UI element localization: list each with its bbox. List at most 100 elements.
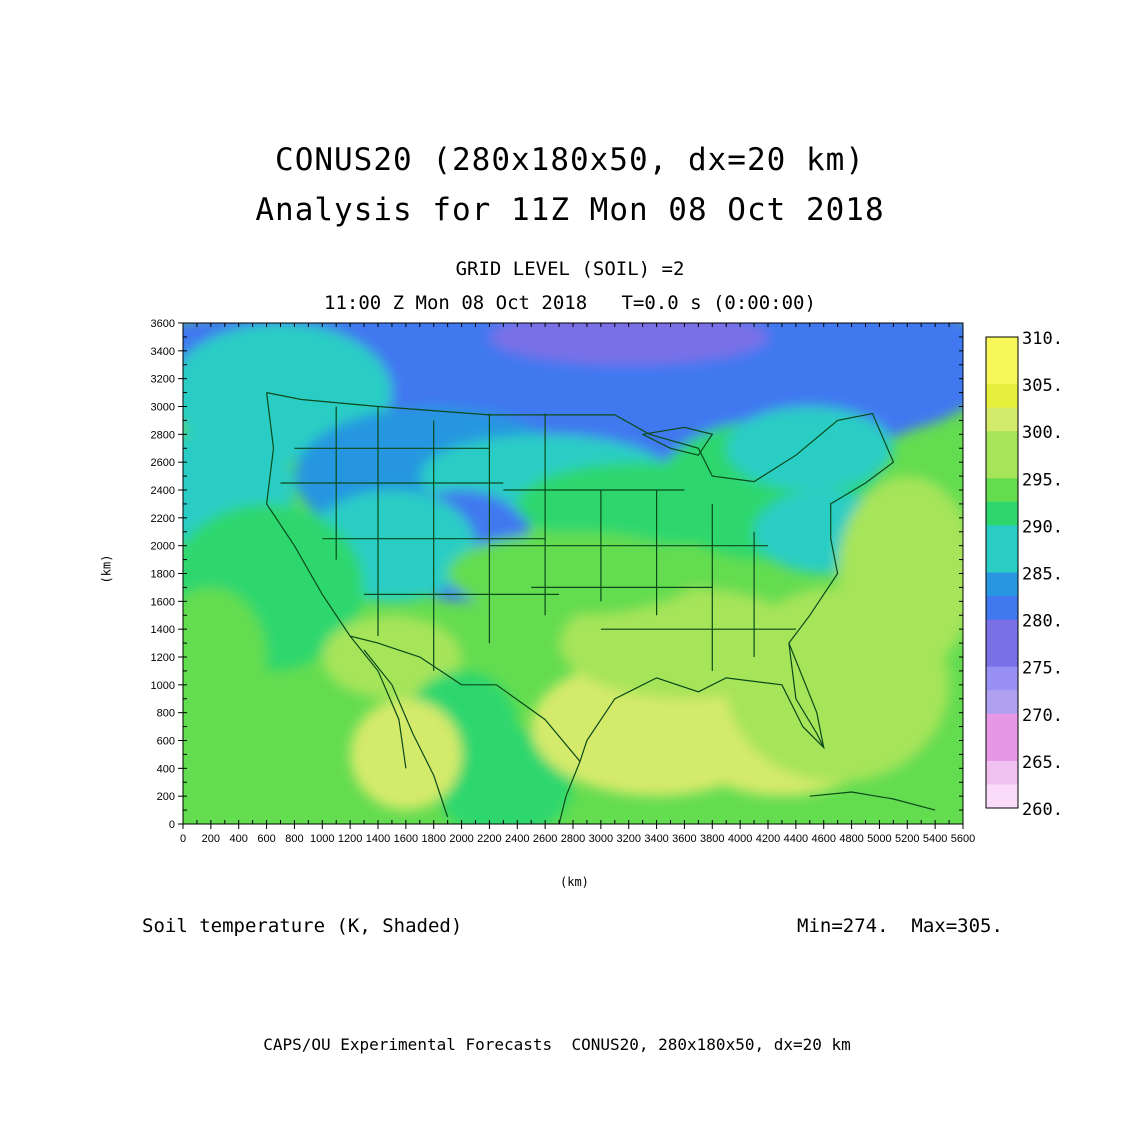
- x-tick-label: 3000: [589, 833, 613, 845]
- x-tick-label: 1000: [310, 833, 334, 845]
- y-tick-label: 1000: [151, 680, 175, 692]
- x-tick-label: 400: [230, 833, 248, 845]
- y-tick-label: 1400: [151, 624, 175, 636]
- temperature-blob: [433, 726, 573, 824]
- y-axis: 0 200 400 600 800 1000 1200 1400 1600 1800 2000 220…: [151, 318, 963, 831]
- x-tick-label: 2600: [533, 833, 557, 845]
- y-tick-label: 600: [157, 736, 175, 748]
- legend-swatch: [986, 337, 1018, 362]
- legend-swatch: [986, 784, 1018, 809]
- legend-swatch: [986, 643, 1018, 668]
- x-tick-label: 2200: [477, 833, 501, 845]
- legend-swatch: [986, 572, 1018, 597]
- legend-label: 280.: [1022, 612, 1063, 632]
- y-tick-label: 200: [157, 791, 175, 803]
- y-tick-label: 0: [169, 819, 175, 831]
- us-outline: [265, 392, 895, 763]
- x-tick-label: 4800: [839, 833, 863, 845]
- x-tick-label: 600: [257, 833, 275, 845]
- legend-label: 295.: [1022, 470, 1063, 490]
- temperature-blob: [740, 323, 963, 435]
- florida-coast: [788, 643, 825, 748]
- x-tick-label: 4200: [756, 833, 780, 845]
- legend-swatch: [986, 360, 1018, 385]
- state-borders: [265, 392, 936, 824]
- legend-swatch: [986, 501, 1018, 526]
- x-tick-label: 1200: [338, 833, 362, 845]
- y-tick-label: 1800: [151, 569, 175, 581]
- legend-swatch: [986, 384, 1018, 409]
- temperature-blob: [837, 476, 963, 671]
- y-tick-label: 2600: [151, 457, 175, 469]
- y-tick-label: 2400: [151, 485, 175, 497]
- legend-label: 305.: [1022, 376, 1063, 396]
- legend-swatch: [986, 713, 1018, 738]
- x-tick-label: 1600: [394, 833, 418, 845]
- legend-label: 260.: [1022, 800, 1063, 820]
- y-tick-label: 2000: [151, 541, 175, 553]
- legend-swatch: [986, 619, 1018, 644]
- legend-swatch: [986, 431, 1018, 456]
- x-tick-label: 0: [180, 833, 186, 845]
- legend-swatch: [986, 737, 1018, 762]
- mexico-east-coast: [558, 761, 581, 824]
- y-tick-label: 2200: [151, 513, 175, 525]
- legend-swatch: [986, 666, 1018, 691]
- x-tick-label: 2000: [449, 833, 473, 845]
- x-tick-label: 2400: [505, 833, 529, 845]
- y-tick-label: 3200: [151, 374, 175, 386]
- min-max-label: Min=274. Max=305.: [797, 915, 1003, 937]
- legend-label: 265.: [1022, 753, 1063, 773]
- credit-line: CAPS/OU Experimental Forecasts CONUS20, …: [263, 1035, 851, 1054]
- x-tick-label: 4400: [784, 833, 808, 845]
- x-tick-label: 5400: [923, 833, 947, 845]
- temperature-blob: [350, 698, 462, 811]
- color-legend: 310. 305. 300. 295. 290. 285. 280. 275. 270. 265.…: [985, 329, 1063, 820]
- legend-swatch: [986, 407, 1018, 432]
- chart-title: CONUS20 (280x180x50, dx=20 km): [275, 142, 865, 178]
- grid-level-label: GRID LEVEL (SOIL) =2: [455, 258, 685, 280]
- y-axis-label: (km): [99, 554, 114, 584]
- y-tick-label: 3000: [151, 402, 175, 414]
- y-tick-label: 1200: [151, 652, 175, 664]
- legend-label: 285.: [1022, 565, 1063, 585]
- great-lakes: [642, 426, 714, 456]
- valid-time-label: 11:00 Z Mon 08 Oct 2018 T=0.0 s (0:00:00…: [324, 292, 816, 314]
- legend-swatch: [986, 548, 1018, 573]
- x-tick-label: 1400: [366, 833, 390, 845]
- temperature-blob: [183, 587, 267, 727]
- legend-swatch: [986, 760, 1018, 785]
- temperature-blob: [322, 615, 462, 699]
- temperature-blob: [726, 406, 894, 490]
- x-tick-label: 5000: [867, 833, 891, 845]
- variable-label: Soil temperature (K, Shaded): [142, 915, 463, 937]
- legend-label: 310.: [1022, 329, 1063, 349]
- cuba-coast: [809, 791, 936, 811]
- chart-subtitle: Analysis for 11Z Mon 08 Oct 2018: [255, 192, 885, 228]
- x-axis: 0 200 400 600 800 1000 1200 1400 1600 1800 2000 220…: [180, 323, 975, 845]
- x-tick-label: 3600: [672, 833, 696, 845]
- x-tick-label: 4600: [811, 833, 835, 845]
- soil-temperature-field: [183, 323, 963, 824]
- x-tick-label: 2800: [561, 833, 585, 845]
- y-tick-label: 3600: [151, 318, 175, 330]
- x-tick-label: 5600: [951, 833, 975, 845]
- x-tick-label: 800: [285, 833, 303, 845]
- temperature-blob: [447, 531, 699, 616]
- x-tick-label: 4000: [728, 833, 752, 845]
- x-tick-label: 3800: [700, 833, 724, 845]
- legend-swatch: [986, 478, 1018, 503]
- x-axis-label: (km): [560, 875, 589, 889]
- legend-swatch: [986, 525, 1018, 550]
- x-tick-label: 3400: [644, 833, 668, 845]
- legend-swatch: [986, 690, 1018, 715]
- x-tick-label: 5200: [895, 833, 919, 845]
- legend-label: 290.: [1022, 517, 1063, 537]
- x-tick-label: 200: [202, 833, 220, 845]
- legend-label: 270.: [1022, 706, 1063, 726]
- x-tick-label: 1800: [421, 833, 445, 845]
- baja-coast: [349, 635, 407, 769]
- legend-swatch: [986, 596, 1018, 621]
- mexico-west-coast: [363, 649, 449, 818]
